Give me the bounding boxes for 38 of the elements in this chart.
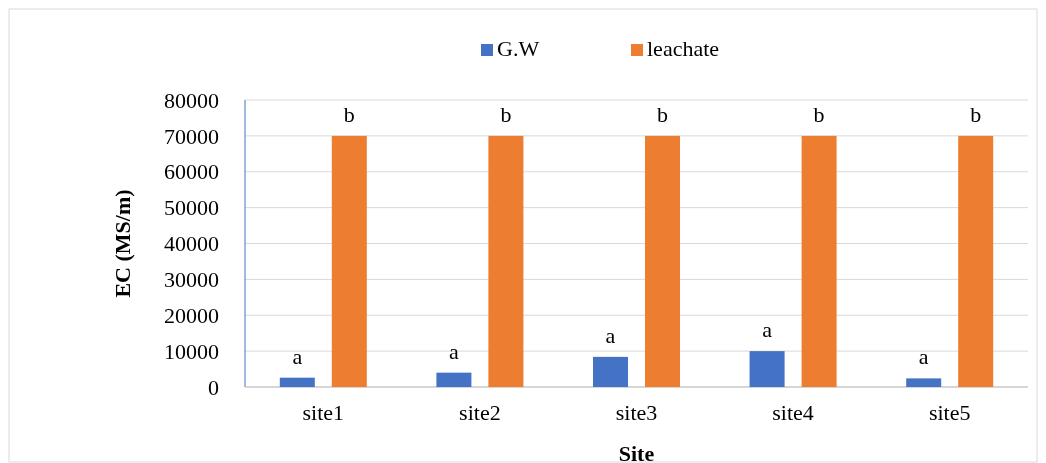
y-tick-label: 20000	[164, 302, 219, 328]
y-tick-label: 70000	[164, 123, 219, 149]
y-tick-label: 60000	[164, 159, 219, 185]
legend-label: G.W	[497, 36, 540, 61]
bar	[801, 135, 837, 387]
annotation: a	[292, 343, 303, 369]
x-tick-label: site5	[928, 400, 971, 425]
bar	[749, 351, 785, 387]
bar	[279, 377, 315, 387]
bar	[958, 135, 994, 387]
annotation: b	[343, 101, 355, 127]
x-axis-title: Site	[618, 441, 655, 463]
y-tick-label: 30000	[164, 267, 219, 293]
annotation: a	[762, 317, 773, 343]
x-tick-label: site1	[302, 400, 345, 425]
x-tick-label: site2	[459, 400, 501, 425]
bar	[331, 135, 367, 387]
bar	[436, 372, 472, 387]
annotation: a	[449, 338, 460, 364]
annotation: b	[813, 101, 825, 127]
y-tick-label: 0	[208, 374, 219, 400]
legend-label: leachate	[647, 36, 720, 61]
y-axis-title: EC (MS/m)	[110, 189, 135, 298]
bar	[645, 135, 680, 387]
y-tick-label: 50000	[164, 195, 219, 221]
bar	[488, 135, 524, 387]
y-tick-label: 40000	[164, 231, 219, 257]
annotation: b	[970, 101, 982, 127]
annotation: a	[605, 322, 616, 348]
annotation: b	[500, 101, 512, 127]
bar	[906, 378, 942, 387]
y-tick-label: 10000	[164, 338, 219, 364]
x-tick-label: site4	[772, 400, 814, 425]
y-tick-label: 80000	[164, 87, 219, 113]
annotation: b	[657, 101, 668, 127]
bar	[593, 356, 628, 387]
annotation: a	[918, 344, 929, 370]
x-tick-label: site3	[615, 400, 658, 425]
